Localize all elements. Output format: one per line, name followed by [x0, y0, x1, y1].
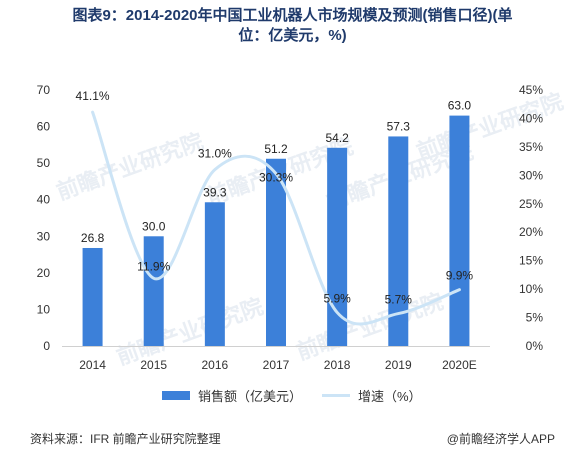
legend-item-growth: 增速（%） [322, 386, 422, 405]
watermark-text: 前瞻产业研究院 [113, 294, 266, 370]
right-axis-tick-label: 15% [519, 254, 543, 268]
x-axis-tick-label: 2014 [79, 358, 106, 372]
watermark-text: 前瞻产业研究院 [413, 89, 566, 165]
right-axis-tick-label: 5% [526, 311, 544, 325]
left-axis-tick-label: 60 [37, 120, 51, 134]
x-axis-tick-label: 2015 [140, 358, 167, 372]
right-axis: 0% 5% 10% 15% 20% 25% 30% 35% 40% 45% [519, 83, 543, 353]
bar-series [82, 115, 470, 346]
watermark-text: 前瞻产业研究院 [293, 289, 446, 365]
growth-line [91, 110, 461, 326]
growth-value-label: 9.9% [446, 269, 474, 283]
bar [327, 147, 348, 346]
watermark-layer: 前瞻产业研究院前瞻产业研究院前瞻产业研究院前瞻产业研究院前瞻产业研究院前瞻产业研… [53, 89, 566, 370]
left-axis-tick-label: 40 [37, 193, 51, 207]
data-labels: 26.8 30.0 39.3 51.2 54.2 57.3 63.0 41.1% 11.9% 31… [76, 89, 474, 306]
right-axis-tick-label: 25% [519, 197, 543, 211]
bar [204, 202, 225, 346]
source-note: 资料来源：IFR 前瞻产业研究院整理 [30, 432, 221, 446]
bar-value-label: 63.0 [448, 99, 472, 113]
x-axis-tick-label: 2018 [324, 358, 351, 372]
left-axis-tick-label: 0 [43, 339, 50, 353]
left-axis-tick-label: 30 [37, 229, 51, 243]
bar [449, 115, 470, 346]
right-axis-tick-label: 30% [519, 168, 543, 182]
x-axis-tick-label: 2017 [263, 358, 290, 372]
growth-value-label: 31.0% [198, 147, 232, 161]
watermark-text: 前瞻产业研究院 [53, 129, 206, 205]
legend-item-sales: 销售额（亿美元） [162, 386, 302, 405]
right-axis-tick-label: 0% [526, 339, 544, 353]
left-axis-tick-label: 50 [37, 156, 51, 170]
bar-value-label: 57.3 [387, 119, 411, 133]
bar [143, 236, 164, 346]
legend-growth-label: 增速（%） [358, 389, 422, 404]
brand-credit: @前瞻经济学人APP [446, 432, 555, 446]
legend-bar-swatch [162, 391, 190, 400]
left-axis-tick-label: 10 [37, 302, 51, 316]
chart-title-line-1: 图表9：2014-2020年中国工业机器人市场规模及预测(销售口径)(单 [72, 7, 513, 24]
x-axis-tick-label: 2016 [202, 358, 229, 372]
right-axis-tick-label: 40% [519, 111, 543, 125]
left-axis-tick-label: 70 [37, 83, 51, 97]
left-axis: 0 10 20 30 40 50 60 70 [37, 83, 51, 353]
bar-value-label: 26.8 [81, 231, 105, 245]
growth-value-label: 5.9% [323, 291, 351, 305]
bar [82, 247, 103, 346]
growth-value-label: 30.3% [259, 171, 293, 185]
bar-value-label: 39.3 [203, 185, 227, 199]
growth-value-label: 11.9% [137, 259, 170, 273]
bar-value-label: 54.2 [325, 131, 349, 145]
x-axis-tick-label: 2020E [442, 358, 477, 372]
bar [266, 158, 286, 346]
chart-title: 图表9：2014-2020年中国工业机器人市场规模及预测(销售口径)(单 位：亿… [0, 6, 585, 46]
left-axis-tick-label: 20 [37, 266, 51, 280]
right-axis-tick-label: 20% [519, 225, 543, 239]
right-axis-tick-label: 35% [519, 140, 543, 154]
growth-value-label: 41.1% [76, 89, 110, 103]
bar-value-label: 30.0 [142, 219, 166, 233]
right-axis-tick-label: 10% [519, 282, 543, 296]
x-axis-tick-label: 2019 [385, 358, 412, 372]
legend-line-swatch [322, 394, 350, 397]
legend-sales-label: 销售额（亿美元） [198, 389, 303, 404]
bar-value-label: 51.2 [264, 142, 288, 156]
growth-line-series [91, 110, 461, 326]
growth-value-label: 5.7% [385, 293, 413, 307]
right-axis-tick-label: 45% [519, 83, 543, 97]
x-axis: 2014 2015 2016 2017 2018 2019 2020E [62, 346, 490, 372]
chart-title-line-2: 位：亿美元，%) [238, 27, 347, 44]
bar [388, 136, 409, 346]
legend: 销售额（亿美元） 增速（%） [0, 386, 585, 406]
